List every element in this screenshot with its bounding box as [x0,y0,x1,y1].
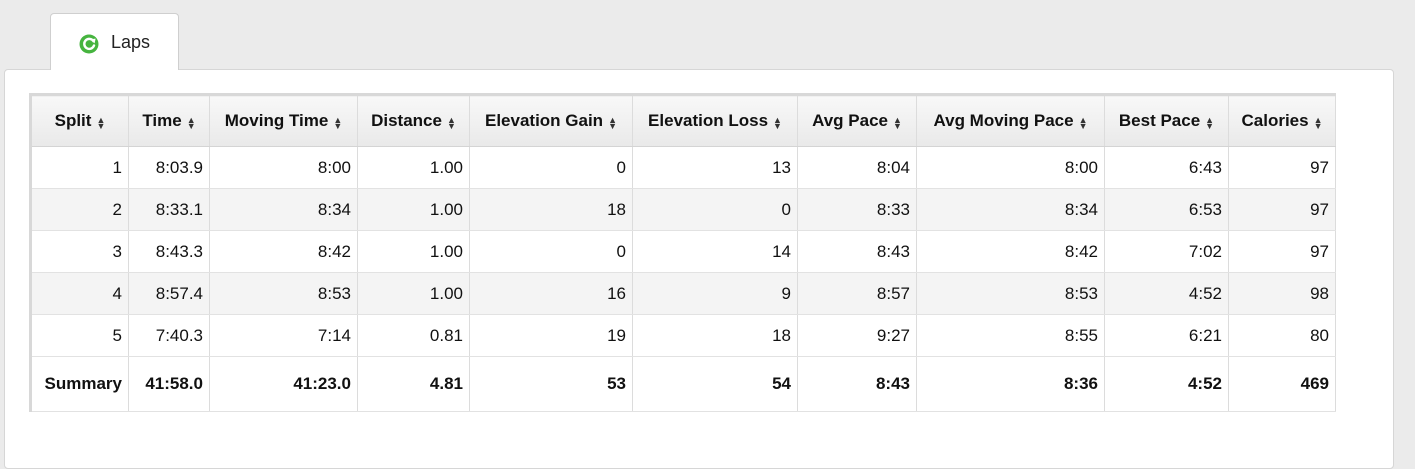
summary-avg-moving-pace: 8:36 [916,356,1105,412]
summary-moving-time: 41:23.0 [209,356,358,412]
cell-split: 3 [30,230,129,273]
cell-best-pace: 7:02 [1104,230,1229,273]
cell-avg-pace: 8:04 [797,146,917,189]
cell-time: 8:43.3 [128,230,210,273]
cell-elevation-loss: 18 [632,314,798,357]
summary-elevation-gain: 53 [469,356,633,412]
sort-icon: ▲ ▼ [186,114,196,131]
table-header-row: Split ▲ ▼ Time ▲ ▼ Moving Time ▲ ▼ Distance ▲ ▼ … [30,94,1336,147]
cell-calories: 97 [1228,188,1336,231]
column-header-avg-moving-pace[interactable]: Avg Moving Pace ▲ ▼ [916,94,1105,147]
cell-time: 8:03.9 [128,146,210,189]
column-header-elevation-gain[interactable]: Elevation Gain ▲ ▼ [469,94,633,147]
table-row: 4 8:57.4 8:53 1.00 16 9 8:57 8:53 4:52 9… [30,272,1336,315]
cell-best-pace: 6:43 [1104,146,1229,189]
table-row: 3 8:43.3 8:42 1.00 0 14 8:43 8:42 7:02 9… [30,230,1336,273]
cell-moving-time: 8:00 [209,146,358,189]
column-header-split[interactable]: Split ▲ ▼ [30,94,129,147]
cell-calories: 98 [1228,272,1336,315]
tab-laps-label: Laps [111,32,151,52]
cell-moving-time: 7:14 [209,314,358,357]
cell-time: 7:40.3 [128,314,210,357]
cell-split: 4 [30,272,129,315]
cell-avg-pace: 8:33 [797,188,917,231]
cell-avg-moving-pace: 8:42 [916,230,1105,273]
cell-elevation-gain: 0 [469,146,633,189]
table-row: 5 7:40.3 7:14 0.81 19 18 9:27 8:55 6:21 … [30,314,1336,357]
sort-icon: ▲ ▼ [333,114,343,131]
summary-distance: 4.81 [357,356,470,412]
cell-calories: 80 [1228,314,1336,357]
table-row: 2 8:33.1 8:34 1.00 18 0 8:33 8:34 6:53 9… [30,188,1336,231]
column-header-moving-time[interactable]: Moving Time ▲ ▼ [209,94,358,147]
column-header-time[interactable]: Time ▲ ▼ [128,94,210,147]
cell-best-pace: 6:21 [1104,314,1229,357]
cell-distance: 1.00 [357,272,470,315]
cell-time: 8:33.1 [128,188,210,231]
cell-split: 2 [30,188,129,231]
column-header-elevation-loss[interactable]: Elevation Loss ▲ ▼ [632,94,798,147]
laps-refresh-icon [79,34,99,54]
cell-calories: 97 [1228,146,1336,189]
column-header-distance[interactable]: Distance ▲ ▼ [357,94,470,147]
summary-best-pace: 4:52 [1104,356,1229,412]
cell-distance: 1.00 [357,188,470,231]
cell-best-pace: 6:53 [1104,188,1229,231]
cell-avg-pace: 8:43 [797,230,917,273]
summary-calories: 469 [1228,356,1336,412]
sort-icon: ▲ ▼ [96,114,106,131]
cell-split: 1 [30,146,129,189]
table-row: 1 8:03.9 8:00 1.00 0 13 8:04 8:00 6:43 9… [30,146,1336,189]
summary-label: Summary [30,356,129,412]
column-header-best-pace[interactable]: Best Pace ▲ ▼ [1104,94,1229,147]
cell-avg-moving-pace: 8:55 [916,314,1105,357]
cell-distance: 0.81 [357,314,470,357]
sort-icon: ▲ ▼ [773,114,782,131]
cell-calories: 97 [1228,230,1336,273]
cell-avg-moving-pace: 8:53 [916,272,1105,315]
sort-icon: ▲ ▼ [1078,114,1088,131]
cell-moving-time: 8:34 [209,188,358,231]
sort-icon: ▲ ▼ [446,114,456,131]
sort-icon: ▲ ▼ [1313,114,1323,131]
summary-row: Summary 41:58.0 41:23.0 4.81 53 54 8:43 … [30,356,1336,412]
summary-avg-pace: 8:43 [797,356,917,412]
column-header-calories[interactable]: Calories ▲ ▼ [1228,94,1336,147]
cell-elevation-gain: 18 [469,188,633,231]
cell-time: 8:57.4 [128,272,210,315]
cell-distance: 1.00 [357,146,470,189]
cell-elevation-gain: 0 [469,230,633,273]
column-header-avg-pace[interactable]: Avg Pace ▲ ▼ [797,94,917,147]
cell-split: 5 [30,314,129,357]
cell-avg-moving-pace: 8:34 [916,188,1105,231]
cell-elevation-loss: 0 [632,188,798,231]
cell-elevation-loss: 9 [632,272,798,315]
sort-icon: ▲ ▼ [608,114,617,131]
sort-icon: ▲ ▼ [893,114,902,131]
cell-moving-time: 8:42 [209,230,358,273]
cell-elevation-loss: 13 [632,146,798,189]
cell-elevation-loss: 14 [632,230,798,273]
cell-best-pace: 4:52 [1104,272,1229,315]
cell-elevation-gain: 19 [469,314,633,357]
summary-time: 41:58.0 [128,356,210,412]
tab-laps[interactable]: Laps [50,13,179,70]
cell-avg-pace: 9:27 [797,314,917,357]
cell-avg-moving-pace: 8:00 [916,146,1105,189]
sort-icon: ▲ ▼ [1205,114,1215,131]
cell-distance: 1.00 [357,230,470,273]
cell-avg-pace: 8:57 [797,272,917,315]
cell-moving-time: 8:53 [209,272,358,315]
cell-elevation-gain: 16 [469,272,633,315]
laps-table: Split ▲ ▼ Time ▲ ▼ Moving Time ▲ ▼ Distance ▲ ▼ … [29,93,1336,412]
summary-elevation-loss: 54 [632,356,798,412]
